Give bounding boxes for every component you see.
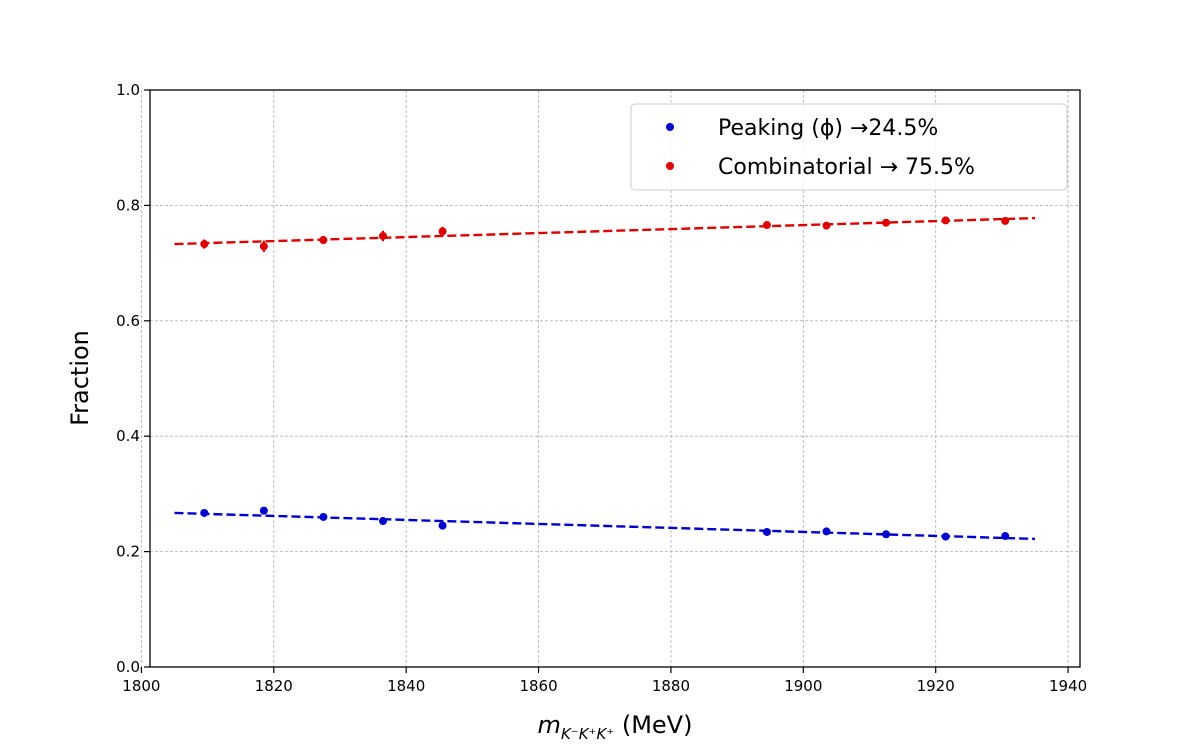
x-axis-label-subscript: K⁻K⁺K⁺ — [561, 725, 614, 743]
data-point-combinatorial — [259, 242, 268, 251]
data-point-peaking — [762, 527, 771, 536]
x-tick-label: 1940 — [1049, 677, 1087, 695]
x-axis-label-main: m — [538, 711, 561, 739]
data-point-peaking — [882, 530, 891, 539]
data-point-combinatorial — [941, 216, 950, 225]
data-points — [200, 216, 1010, 541]
y-tick-label: 1.0 — [116, 81, 140, 99]
data-point-combinatorial — [822, 221, 831, 230]
fit-line-peaking — [174, 511, 1036, 541]
y-tick-label: 0.0 — [116, 658, 140, 676]
legend-marker-peaking — [666, 123, 674, 131]
x-axis-label-unit: (MeV) — [614, 711, 692, 739]
data-point-combinatorial — [882, 218, 891, 227]
x-tick-label: 1900 — [784, 677, 822, 695]
x-axis-label: mK⁻K⁺K⁺ (MeV) — [538, 711, 693, 743]
data-point-combinatorial — [438, 227, 447, 236]
x-tick-label: 1860 — [519, 677, 557, 695]
x-tick-label: 1840 — [387, 677, 425, 695]
data-point-peaking — [319, 512, 328, 521]
data-point-peaking — [822, 527, 831, 536]
data-point-combinatorial — [319, 236, 328, 245]
data-point-combinatorial — [378, 231, 387, 240]
legend-box — [630, 103, 1068, 191]
x-tick-label: 1880 — [652, 677, 690, 695]
x-tick-label: 1920 — [917, 677, 955, 695]
data-point-combinatorial — [200, 240, 209, 249]
legend-label-peaking: Peaking (ϕ) →24.5% — [718, 116, 938, 141]
legend-label-combinatorial: Combinatorial → 75.5% — [718, 155, 975, 180]
data-point-peaking — [438, 521, 447, 530]
legend: Peaking (ϕ) →24.5% Combinatorial → 75.5% — [630, 103, 1068, 191]
y-axis-label: Fraction — [66, 330, 94, 426]
data-point-peaking — [378, 517, 387, 526]
data-point-peaking — [941, 532, 950, 541]
fit-lines — [174, 216, 1036, 541]
y-tick-label: 0.6 — [116, 312, 140, 330]
y-tick-label: 0.8 — [116, 196, 140, 214]
legend-marker-combinatorial — [666, 162, 674, 170]
data-point-peaking — [259, 506, 268, 515]
data-point-combinatorial — [762, 221, 771, 230]
data-point-peaking — [200, 508, 209, 517]
plot-frame — [149, 89, 1081, 668]
data-point-peaking — [1001, 532, 1010, 541]
y-tick-label: 0.2 — [116, 543, 140, 561]
x-tick-label: 1800 — [122, 677, 160, 695]
data-point-combinatorial — [1001, 216, 1010, 225]
y-tick-label: 0.4 — [116, 427, 140, 445]
x-tick-label: 1820 — [255, 677, 293, 695]
axis-ticks: 1800 1820 1840 1860 1880 1900 1920 1940 0.0 0.2 0.… — [116, 81, 1087, 695]
fit-line-combinatorial — [174, 216, 1036, 246]
